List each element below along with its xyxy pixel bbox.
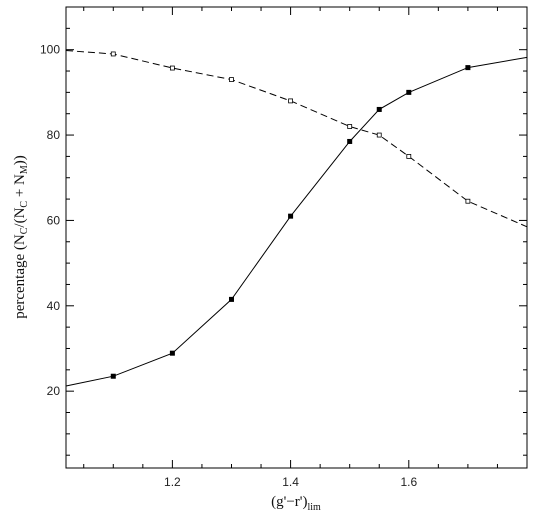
plot-frame	[65, 6, 528, 469]
filled-square-marker	[406, 89, 412, 95]
filled-square-marker	[376, 106, 382, 112]
x-tick-label: 1.4	[282, 475, 299, 489]
y-tick-label: 60	[47, 213, 61, 227]
filled-square-marker	[347, 138, 353, 144]
x-tick-label: 1.6	[400, 475, 417, 489]
open-square-marker	[229, 77, 234, 82]
series-line-dashed	[65, 50, 528, 228]
tick-labels: 1.2 1.4 1.6 20 40 60 80 100	[40, 43, 417, 489]
y-tick-label: 100	[40, 43, 60, 57]
y-axis-title-part-0: percentage (N	[12, 234, 28, 319]
filled-square-marker	[169, 350, 175, 356]
y-axis-title: percentage (NC/(NC + NM))	[12, 155, 30, 319]
x-tick-label: 1.2	[164, 475, 181, 489]
filled-square-marker	[288, 213, 294, 219]
y-axis-title-sub-0: C	[19, 227, 30, 234]
open-square-marker	[288, 98, 293, 104]
y-axis-title-part-3: ))	[12, 155, 28, 165]
open-square-marker	[169, 65, 175, 71]
x-axis-title-sub: lim	[308, 502, 322, 513]
filled-square-marker	[110, 373, 116, 379]
series-layer	[65, 50, 528, 387]
series-line-solid	[65, 56, 528, 387]
open-square-marker	[347, 124, 353, 129]
filled-square-marker	[228, 296, 234, 302]
filled-square-marker	[465, 65, 471, 71]
open-square-marker	[406, 153, 412, 159]
open-square-marker	[465, 198, 471, 204]
x-axis-title: (g'−r')lim	[271, 494, 321, 513]
y-tick-label: 80	[47, 128, 61, 142]
axis-ticks	[66, 7, 528, 468]
open-square-marker	[110, 51, 116, 57]
y-axis-title-sub-2: M	[19, 165, 30, 174]
y-axis-title-part-2: + N	[12, 174, 28, 201]
y-axis-title-part-1: /(N	[12, 207, 28, 227]
x-axis-title-main: (g'−r')	[271, 494, 307, 510]
open-square-marker	[376, 132, 382, 138]
y-tick-label: 20	[47, 384, 61, 398]
y-tick-label: 40	[47, 299, 61, 313]
y-axis-title-sub-1: C	[19, 201, 30, 208]
